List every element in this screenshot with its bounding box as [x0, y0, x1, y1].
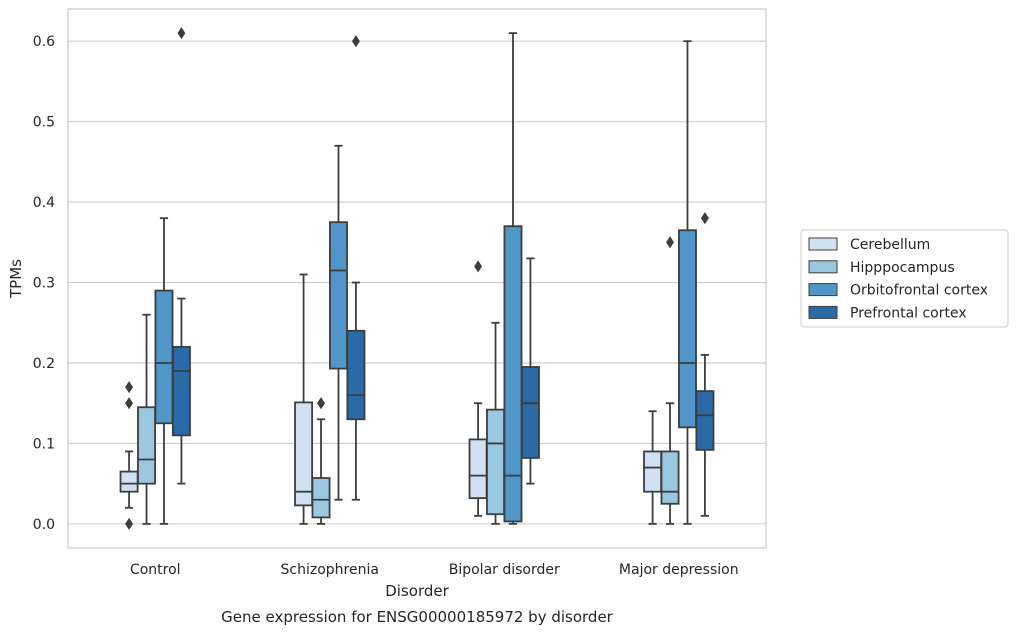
box-orbitofrontal-cortex: [154, 217, 174, 525]
x-tick-label: Schizophrenia: [281, 562, 379, 578]
x-axis-label: Disorder: [385, 582, 449, 600]
box-iqr: [329, 221, 348, 370]
outlier-point: [317, 397, 325, 410]
x-tick-label: Major depression: [619, 562, 739, 578]
box-iqr: [678, 229, 697, 429]
x-axis-ticks: Control Schizophrenia Bipolar disorder Majo…: [130, 562, 739, 578]
outlier-point: [177, 27, 186, 40]
box-cerebellum: [468, 260, 488, 517]
box-iqr: [294, 401, 314, 507]
box-iqr: [346, 329, 366, 421]
legend-item: Cerebellum: [808, 237, 930, 253]
boxes: [119, 27, 715, 530]
box-iqr: [486, 408, 505, 516]
y-tick-label: 0.3: [33, 276, 55, 292]
box-iqr: [311, 477, 331, 519]
box-iqr: [503, 225, 523, 523]
y-tick-label: 0.4: [33, 195, 55, 211]
y-tick-label: 0.1: [33, 436, 55, 452]
legend-swatch: [808, 283, 838, 297]
legend-swatch: [808, 305, 838, 319]
legend: Cerebellum Hipppocampus Orbitofrontal cort…: [800, 229, 1009, 328]
outlier-point: [666, 236, 674, 249]
box-iqr: [660, 450, 680, 505]
box-orbitofrontal-cortex: [329, 144, 348, 501]
outlier-point: [125, 381, 134, 394]
box-iqr: [520, 366, 540, 459]
outlier-point: [125, 397, 134, 410]
outlier-point: [474, 260, 483, 273]
outlier-point: [700, 212, 709, 225]
legend-frame: [800, 229, 1009, 328]
box-iqr: [695, 390, 715, 451]
box-hipppocampus: [137, 313, 156, 525]
box-cerebellum: [119, 381, 139, 530]
y-tick-label: 0.2: [33, 356, 55, 372]
box-hipppocampus: [311, 397, 331, 525]
y-tick-label: 0.5: [33, 115, 55, 131]
box-hipppocampus: [486, 321, 505, 525]
legend-label: Orbitofrontal cortex: [850, 283, 988, 299]
legend-label: Prefrontal cortex: [850, 305, 967, 321]
legend-label: Hipppocampus: [850, 260, 955, 276]
legend-items: Cerebellum Hipppocampus Orbitofrontal cort…: [808, 237, 988, 321]
outlier-point: [125, 517, 134, 530]
box-prefrontal-cortex: [520, 257, 540, 485]
x-tick-label: Bipolar disorder: [449, 562, 560, 578]
box-iqr: [137, 406, 156, 485]
box-cerebellum: [643, 410, 663, 525]
plot-frame: [67, 8, 767, 549]
box-iqr: [119, 470, 139, 493]
box-prefrontal-cortex: [346, 35, 366, 501]
box-hipppocampus: [660, 236, 680, 525]
legend-item: Prefrontal cortex: [808, 305, 967, 321]
box-cerebellum: [294, 273, 314, 525]
y-axis-ticks: 0.0 0.1 0.2 0.3 0.4 0.5 0.6: [33, 34, 55, 533]
box-orbitofrontal-cortex: [678, 40, 697, 525]
box-iqr: [643, 450, 663, 493]
y-axis-label: TPMs: [7, 259, 25, 299]
x-tick-label: Control: [130, 562, 181, 578]
legend-item: Hipppocampus: [808, 260, 955, 276]
outlier-point: [351, 35, 360, 48]
box-iqr: [171, 345, 191, 437]
legend-swatch: [808, 260, 838, 274]
legend-label: Cerebellum: [850, 237, 930, 253]
y-tick-label: 0.6: [33, 34, 55, 50]
legend-swatch: [808, 237, 838, 251]
box-iqr: [468, 438, 488, 500]
legend-item: Orbitofrontal cortex: [808, 283, 988, 299]
box-prefrontal-cortex: [695, 212, 715, 517]
y-tick-label: 0.0: [33, 517, 55, 533]
chart-caption: Gene expression for ENSG00000185972 by d…: [221, 608, 614, 626]
box-orbitofrontal-cortex: [503, 32, 523, 525]
box-iqr: [154, 289, 174, 425]
box-prefrontal-cortex: [171, 27, 191, 485]
